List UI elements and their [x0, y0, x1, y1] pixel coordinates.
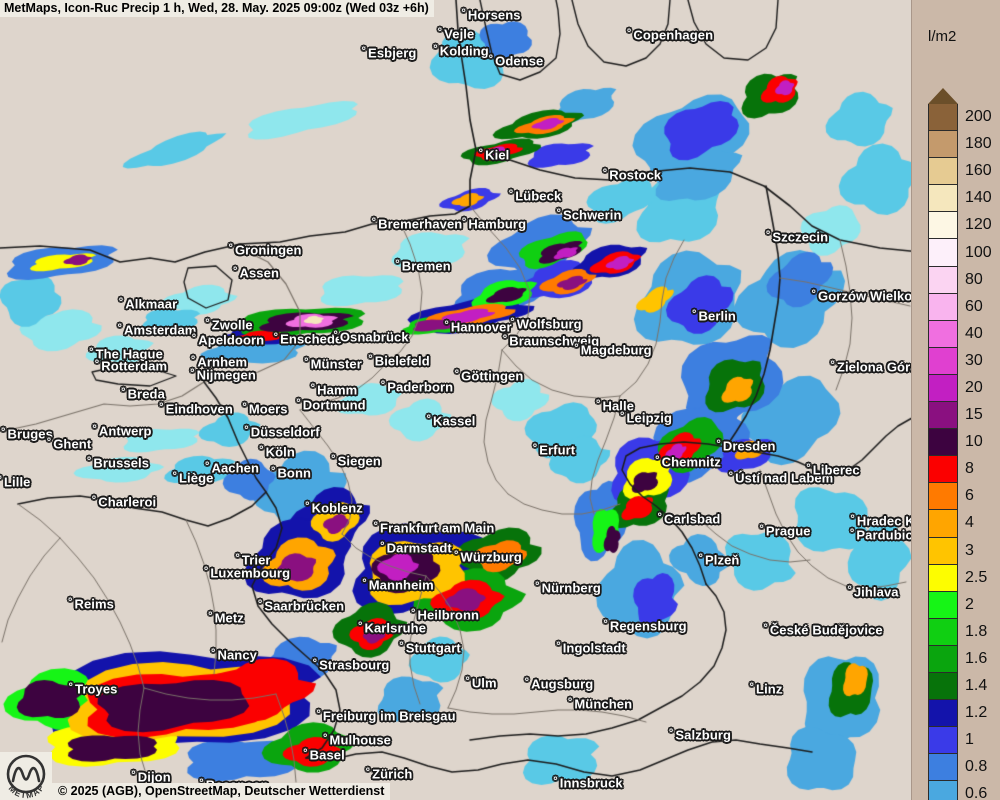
legend-swatch[interactable]: 180 — [928, 131, 992, 159]
legend-value-label: 80 — [965, 270, 983, 288]
legend-swatch[interactable]: 30 — [928, 347, 983, 375]
legend-swatch[interactable]: 6 — [928, 483, 974, 511]
legend-value-label: 20 — [965, 378, 983, 396]
legend-overflow-top-arrow — [928, 88, 958, 104]
legend-value-label: 100 — [965, 243, 992, 261]
legend-value-label: 1.6 — [965, 649, 988, 667]
legend-swatch[interactable]: 2.5 — [928, 564, 987, 592]
legend-swatch[interactable]: 2 — [928, 591, 974, 619]
legend-value-label: 40 — [965, 324, 983, 342]
legend-value-label: 4 — [965, 514, 974, 532]
legend-value-label: 3 — [965, 541, 974, 559]
legend-value-label: 140 — [965, 189, 992, 207]
legend-value-label: 1 — [965, 731, 974, 749]
legend-swatch[interactable]: 40 — [928, 320, 983, 348]
legend-value-label: 0.8 — [965, 758, 988, 776]
legend-swatch[interactable]: 100 — [928, 239, 992, 267]
legend-value-label: 6 — [965, 487, 974, 505]
legend-value-label: 180 — [965, 135, 992, 153]
legend-value-label: 0.6 — [965, 785, 988, 800]
legend-swatch[interactable]: 1.6 — [928, 645, 987, 673]
legend-swatch[interactable]: 1.4 — [928, 672, 987, 701]
legend-swatch[interactable]: 0.6 — [928, 781, 987, 800]
legend-swatch[interactable]: 1.2 — [928, 700, 987, 728]
legend-value-label: 15 — [965, 406, 983, 424]
legend-swatch[interactable]: 140 — [928, 185, 992, 213]
legend-swatch[interactable]: 1 — [928, 727, 974, 755]
legend-swatch[interactable]: 3 — [928, 537, 974, 565]
legend-unit-label: l/m2 — [928, 28, 957, 45]
legend-value-label: 120 — [965, 216, 992, 234]
legend-swatch[interactable]: 8 — [928, 456, 974, 484]
legend-value-label: 60 — [965, 297, 983, 315]
legend-value-label: 30 — [965, 351, 983, 369]
legend-swatch[interactable]: 1.8 — [928, 618, 987, 646]
legend-value-label: 200 — [965, 108, 992, 126]
legend-value-label: 1.8 — [965, 622, 988, 640]
legend-color-bar[interactable]: 200 180 160 140 120 100 80 60 40 30 20 15 10 8 6 4 3 2.5 2… — [928, 88, 992, 800]
legend-value-label: 1.2 — [965, 704, 988, 722]
legend-value-label: 10 — [965, 433, 983, 451]
metmaps-logo-icon: METMAPS — [0, 744, 45, 800]
legend-swatch[interactable]: 20 — [928, 374, 983, 403]
legend-value-label: 2.5 — [965, 568, 988, 586]
legend-panel: l/m2 200 180 160 140 120 100 80 60 40 30 20 15 10 8 6 4… — [911, 0, 1000, 800]
metmaps-logo[interactable]: METMAPS — [0, 744, 52, 800]
legend-value-label: 160 — [965, 162, 992, 180]
legend-swatch[interactable]: 200 — [928, 104, 992, 132]
legend-value-label: 8 — [965, 460, 974, 478]
legend-value-label: 2 — [965, 595, 974, 613]
legend-swatch[interactable]: 80 — [928, 266, 983, 294]
legend-swatch[interactable]: 10 — [928, 429, 983, 457]
legend-swatch[interactable]: 120 — [928, 212, 992, 240]
map-attribution: © 2025 (AGB), OpenStreetMap, Deutscher W… — [52, 783, 391, 800]
legend-value-label: 1.4 — [965, 677, 988, 695]
legend-swatch[interactable]: 0.8 — [928, 754, 987, 782]
legend-swatch[interactable]: 60 — [928, 293, 983, 321]
legend-swatch[interactable]: 4 — [928, 510, 974, 538]
legend-swatch[interactable]: 15 — [928, 402, 983, 430]
legend-swatch[interactable]: 160 — [928, 158, 992, 186]
map-title: MetMaps, Icon-Ruc Precip 1 h, Wed, 28. M… — [0, 0, 434, 17]
